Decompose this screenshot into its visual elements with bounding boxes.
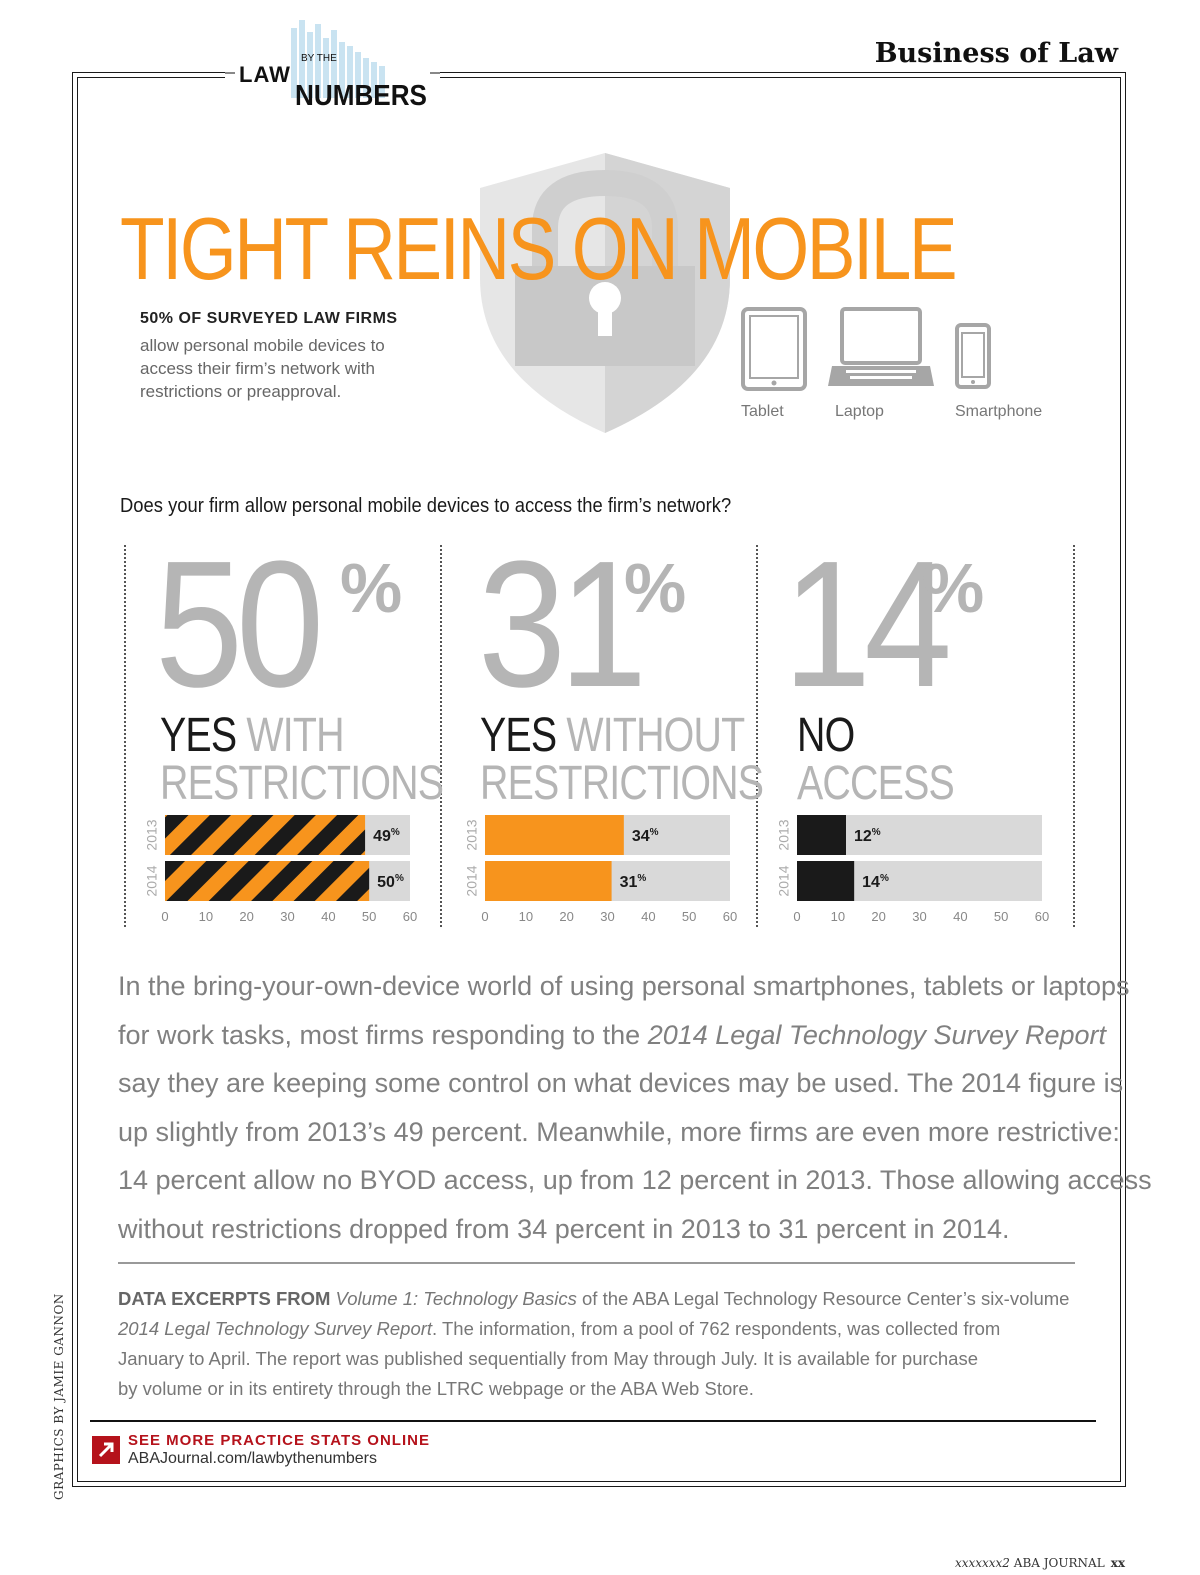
bar-2014 xyxy=(797,861,855,901)
category-label-line1: YES WITH xyxy=(160,709,345,762)
body-line: In the bring-your-own-device world of us… xyxy=(118,971,1130,1001)
stat-lead: 50% OF SURVEYED LAW FIRMS xyxy=(140,310,398,327)
body-line: for work tasks, most firms responding to… xyxy=(118,1019,1107,1050)
category-label-line2: ACCESS xyxy=(797,757,955,810)
bar-chart-with-restrictions: 2013 49% 2014 50% 0 10 20 30 40 50 60 xyxy=(144,815,417,924)
page-frame-outer xyxy=(72,72,1126,1487)
bar-chart-without-restrictions: 2013 34% 2014 31% 0 10 20 30 40 50 60 xyxy=(464,815,737,924)
year-label: 2014 xyxy=(144,865,160,896)
percent-sign: % xyxy=(340,549,403,627)
masthead-by-the: BY THE xyxy=(301,53,337,64)
more-stats-heading[interactable]: SEE MORE PRACTICE STATS ONLINE xyxy=(128,1432,430,1449)
big-percent-without: 31 xyxy=(478,524,647,725)
smartphone-icon xyxy=(955,323,991,389)
x-tick-label: 30 xyxy=(600,909,614,924)
year-label: 2013 xyxy=(144,819,160,850)
x-tick-label: 30 xyxy=(912,909,926,924)
x-tick-label: 50 xyxy=(362,909,376,924)
bar-2013 xyxy=(485,815,624,855)
body-line: say they are keeping some control on wha… xyxy=(118,1068,1124,1098)
big-percent-with: 50 xyxy=(155,524,324,725)
device-label-laptop: Laptop xyxy=(835,403,884,420)
body-line: 14 percent allow no BYOD access, up from… xyxy=(118,1165,1152,1195)
value-label: 31% xyxy=(620,873,647,891)
x-tick-label: 60 xyxy=(403,909,417,924)
divider-rule xyxy=(90,1420,1096,1422)
x-tick-label: 60 xyxy=(723,909,737,924)
year-label: 2014 xyxy=(464,865,480,896)
value-label: 50% xyxy=(377,873,404,891)
more-stats-link[interactable]: ABAJournal.com/lawbythenumbers xyxy=(128,1450,378,1467)
page-folio: xxxxxxx2 ABA JOURNAL xx xyxy=(954,1556,1125,1570)
x-tick-label: 0 xyxy=(793,909,800,924)
x-tick-label: 50 xyxy=(994,909,1008,924)
category-label-line1: NO xyxy=(797,709,855,762)
percent-sign: % xyxy=(922,549,985,627)
x-tick-label: 40 xyxy=(953,909,967,924)
divider-dotted xyxy=(440,545,442,927)
divider-dotted xyxy=(1073,545,1075,927)
survey-question: Does your firm allow personal mobile dev… xyxy=(120,495,732,517)
divider-rule xyxy=(118,1262,1075,1264)
year-label: 2013 xyxy=(464,819,480,850)
x-tick-label: 10 xyxy=(519,909,533,924)
divider-dotted xyxy=(756,545,758,927)
value-label: 14% xyxy=(862,873,889,891)
bar-2014 xyxy=(165,861,370,901)
year-label: 2014 xyxy=(776,865,792,896)
value-label: 34% xyxy=(632,827,659,845)
bar-2013 xyxy=(797,815,846,855)
category-label-line1: YES WITHOUT xyxy=(480,709,745,762)
value-label: 12% xyxy=(854,827,881,845)
device-label-tablet: Tablet xyxy=(741,403,784,420)
x-tick-label: 20 xyxy=(239,909,253,924)
stat-description: allow personal mobile devices to access … xyxy=(140,336,385,401)
bar-graphic-icon xyxy=(225,20,440,98)
laptop-icon xyxy=(828,307,934,386)
data-source-note: DATA EXCERPTS FROM Volume 1: Technology … xyxy=(118,1288,1070,1399)
x-tick-label: 0 xyxy=(161,909,168,924)
x-tick-label: 20 xyxy=(559,909,573,924)
year-label: 2013 xyxy=(776,819,792,850)
bar-2013 xyxy=(165,815,366,855)
x-tick-label: 30 xyxy=(280,909,294,924)
x-tick-label: 60 xyxy=(1035,909,1049,924)
x-tick-label: 0 xyxy=(481,909,488,924)
category-label-line2: RESTRICTIONS xyxy=(480,757,764,810)
x-tick-label: 50 xyxy=(682,909,696,924)
device-label-smartphone: Smartphone xyxy=(955,403,1043,420)
body-text: In the bring-your-own-device world of us… xyxy=(118,962,1152,1253)
masthead-logo: LAW BY THE NUMBERS xyxy=(225,18,440,112)
page-title: TIGHT REINS ON MOBILE xyxy=(120,199,958,298)
x-tick-label: 10 xyxy=(831,909,845,924)
x-tick-label: 40 xyxy=(321,909,335,924)
section-heading: Business of Law xyxy=(874,38,1118,69)
value-label: 49% xyxy=(373,827,400,845)
masthead-law: LAW xyxy=(239,62,291,87)
body-line: without restrictions dropped from 34 per… xyxy=(118,1213,1010,1244)
x-tick-label: 20 xyxy=(871,909,885,924)
page-frame-inner xyxy=(77,77,1121,1482)
category-label-line2: RESTRICTIONS xyxy=(160,757,444,810)
x-tick-label: 40 xyxy=(641,909,655,924)
bar-chart-no-access: 2013 12% 2014 14% 0 10 20 30 40 50 60 xyxy=(776,815,1049,924)
percent-sign: % xyxy=(624,549,687,627)
x-tick-label: 10 xyxy=(199,909,213,924)
external-link-arrow-icon[interactable] xyxy=(92,1436,120,1464)
bar-2014 xyxy=(485,861,612,901)
tablet-icon xyxy=(741,307,807,391)
body-line: up slightly from 2013’s 49 percent. Mean… xyxy=(118,1116,1120,1147)
masthead-numbers: NUMBERS xyxy=(295,80,427,112)
shield-lock-icon xyxy=(480,153,730,433)
graphics-credit: GRAPHICS BY JAMIE GANNON xyxy=(52,1293,66,1500)
big-percent-no: 14 xyxy=(783,524,952,725)
divider-dotted xyxy=(124,545,126,927)
